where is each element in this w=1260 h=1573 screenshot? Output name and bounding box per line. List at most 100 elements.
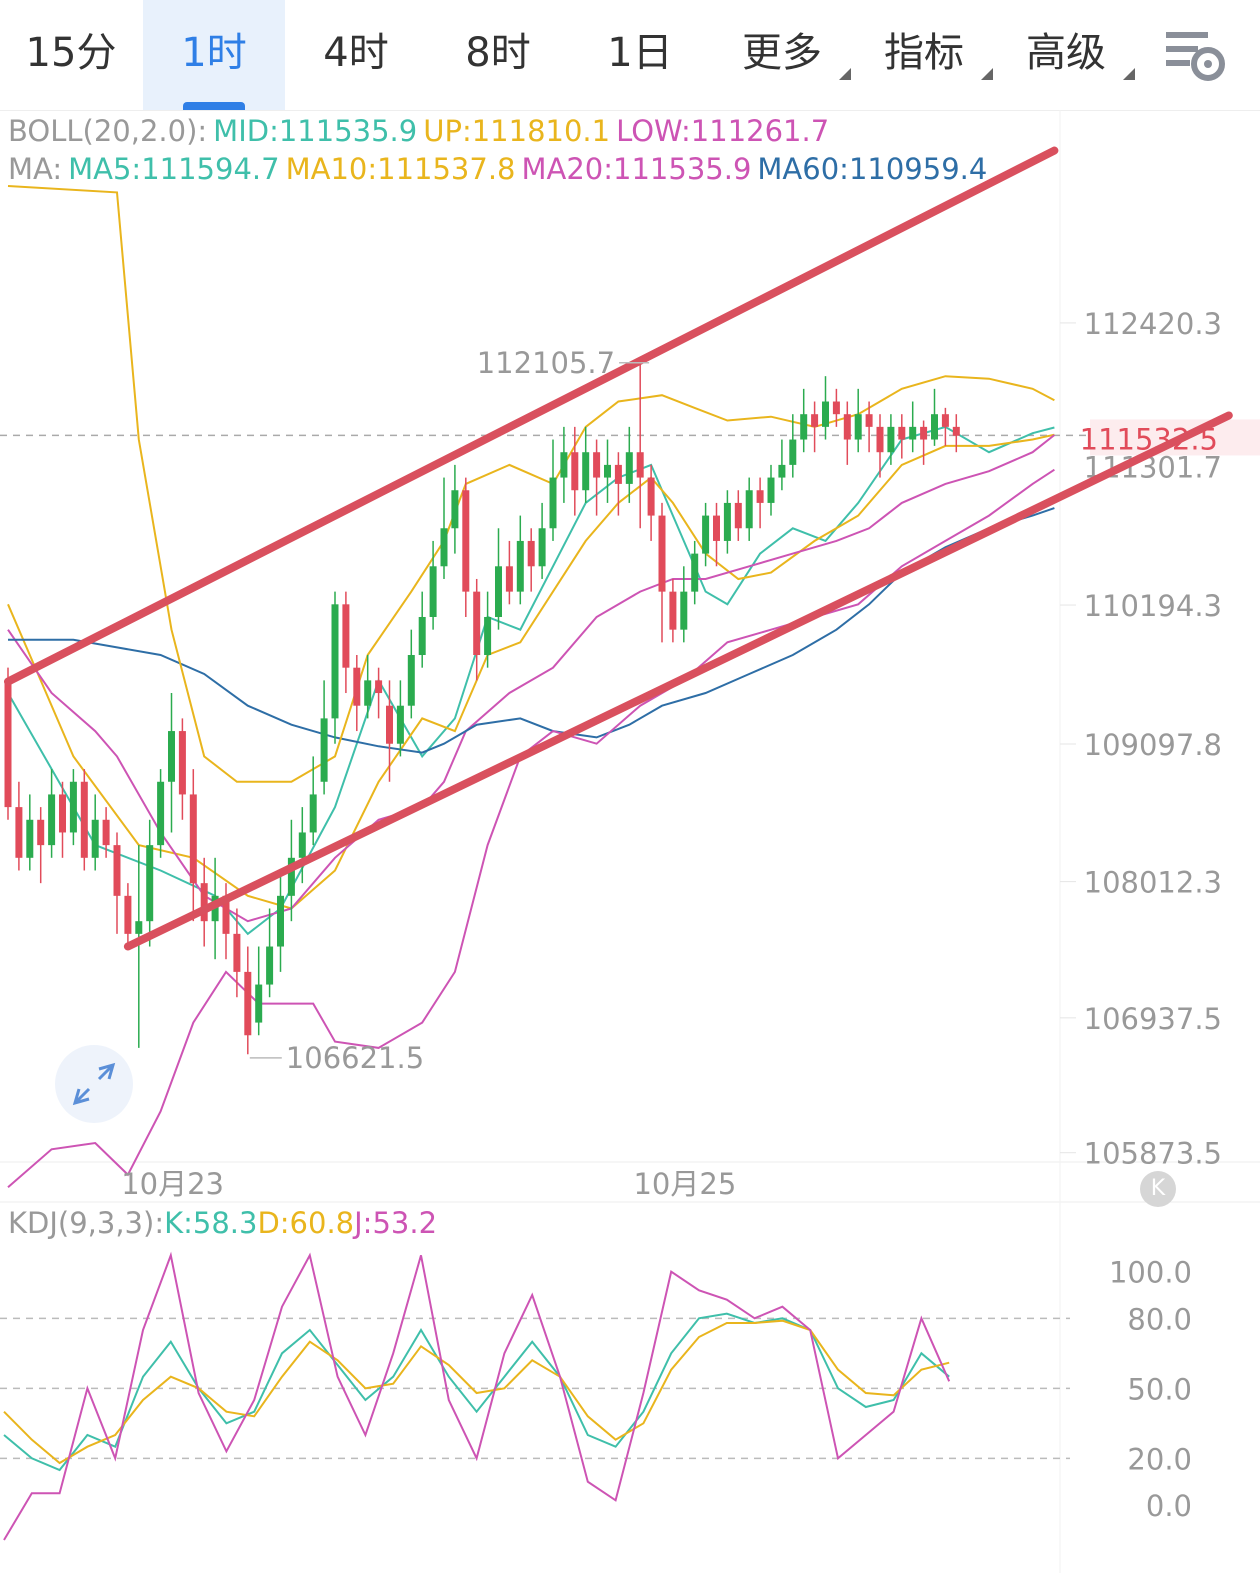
candle-body: [80, 781, 88, 858]
candle-body: [604, 464, 611, 478]
series-ma20: [7, 434, 1056, 923]
candle-body: [146, 845, 154, 922]
tab-label: 更多: [742, 30, 822, 76]
candle-body: [647, 477, 655, 516]
tab-8[interactable]: 高级: [995, 0, 1137, 110]
candle-body: [516, 540, 524, 592]
tab-6[interactable]: 更多: [711, 0, 853, 110]
kdj-y-tick-label: 50.0: [1127, 1372, 1192, 1406]
kdj-j-value: J:53.2: [354, 1206, 438, 1240]
kdj-y-tick-label: 20.0: [1127, 1442, 1192, 1476]
tab-7[interactable]: 指标: [853, 0, 995, 110]
candle-body: [691, 553, 699, 592]
kdj-series-k: [3, 1312, 950, 1472]
candle-body: [484, 616, 492, 656]
kdj-y-tick-label: 0.0: [1146, 1489, 1192, 1523]
candle-body: [941, 414, 949, 427]
ma-legend: MA: MA5:111594.7 MA10:111537.8 MA20:111535.…: [8, 152, 993, 186]
chart-settings-icon[interactable]: [1160, 22, 1230, 88]
candle-body: [593, 452, 601, 478]
candle-body: [909, 426, 917, 440]
candle-body: [418, 616, 426, 656]
candle-body: [124, 895, 132, 934]
tab-label: 4时: [323, 30, 389, 76]
candle-body: [789, 439, 797, 465]
candle-body: [865, 414, 873, 427]
x-axis-date-label: 10月25: [633, 1167, 736, 1201]
candle-body: [571, 452, 579, 491]
candle-body: [636, 452, 644, 478]
candle-body: [767, 477, 775, 503]
kdj-y-tick-label: 100.0: [1109, 1256, 1192, 1290]
expand-chart-button[interactable]: [55, 1045, 133, 1123]
tab-label: 指标: [884, 30, 964, 76]
candle-body: [91, 819, 99, 858]
candle-body: [854, 414, 862, 440]
candle-body: [298, 832, 306, 858]
candle-body: [375, 680, 383, 694]
candle-body: [353, 667, 361, 706]
candle-body: [113, 845, 121, 896]
ma5-value: MA5:111594.7: [68, 152, 280, 186]
candle-body: [800, 414, 808, 440]
tab-3[interactable]: 4时: [285, 0, 427, 110]
candle-body: [59, 794, 66, 833]
candle-body: [876, 426, 884, 453]
dropdown-corner-icon: [839, 68, 851, 80]
dropdown-corner-icon: [1123, 68, 1135, 80]
kdj-k-value: K:58.3: [164, 1206, 258, 1240]
series-boll-up: [7, 185, 1055, 783]
ma10-value: MA10:111537.8: [285, 152, 516, 186]
candle-body: [244, 971, 252, 1036]
y-tick-label: 106937.5: [1084, 1002, 1222, 1036]
candle-body: [832, 401, 840, 415]
kdj-series-d: [3, 1319, 950, 1465]
candle-body: [189, 794, 197, 884]
x-axis-date-label: 10月23: [121, 1167, 224, 1201]
tab-2[interactable]: 1时: [143, 0, 285, 110]
tab-1[interactable]: 15分: [0, 0, 142, 110]
tab-label: 8时: [465, 30, 531, 76]
candle-body: [48, 794, 56, 846]
candle-body: [222, 895, 230, 934]
candle-body: [952, 426, 960, 436]
candle-body: [778, 464, 786, 478]
candle-body: [898, 426, 906, 440]
kdj-legend-prefix: KDJ(9,3,3):: [8, 1206, 165, 1240]
candle-body: [625, 452, 633, 484]
y-tick-label: 112420.3: [1084, 307, 1222, 341]
y-tick-label: 109097.8: [1084, 728, 1222, 762]
candle-body: [200, 883, 208, 922]
candle-body: [745, 490, 753, 529]
tab-5[interactable]: 1日: [569, 0, 711, 110]
candle-body: [614, 464, 622, 484]
candle-body: [702, 515, 710, 554]
boll-up-value: UP:111810.1: [423, 114, 611, 148]
candle-body: [680, 591, 688, 630]
candle-body: [538, 528, 546, 567]
tab-label: 15分: [25, 30, 117, 76]
candle-body: [429, 566, 437, 617]
price-chart[interactable]: 112420.3 110194.3 109097.8 108012.3 106937.5…: [0, 110, 1260, 1573]
candle-body: [331, 604, 339, 719]
tab-label: 1日: [607, 30, 673, 76]
scroll-to-latest-button[interactable]: K: [1140, 1171, 1176, 1207]
trend-line-lower-channel: [123, 411, 1233, 951]
candle-body: [102, 819, 110, 846]
candle-body: [560, 452, 568, 478]
candle-body: [69, 781, 77, 833]
tab-4[interactable]: 8时: [427, 0, 569, 110]
candle-body: [669, 591, 677, 630]
y-tick-label: 105873.5: [1084, 1137, 1222, 1171]
candle-body: [843, 414, 851, 440]
collapse-left-icon: K: [1150, 1176, 1166, 1201]
candle-body: [505, 566, 513, 592]
candle-body: [157, 781, 165, 846]
candle-body: [233, 933, 241, 972]
boll-low-value: LOW:111261.7: [616, 114, 830, 148]
candle-body: [549, 477, 557, 529]
tab-label: 高级: [1026, 30, 1106, 76]
boll-legend: BOLL(20,2.0): MID:111535.9 UP:111810.1 LOW:…: [8, 114, 835, 148]
kdj-y-tick-label: 80.0: [1127, 1302, 1192, 1336]
candle-body: [756, 490, 764, 503]
